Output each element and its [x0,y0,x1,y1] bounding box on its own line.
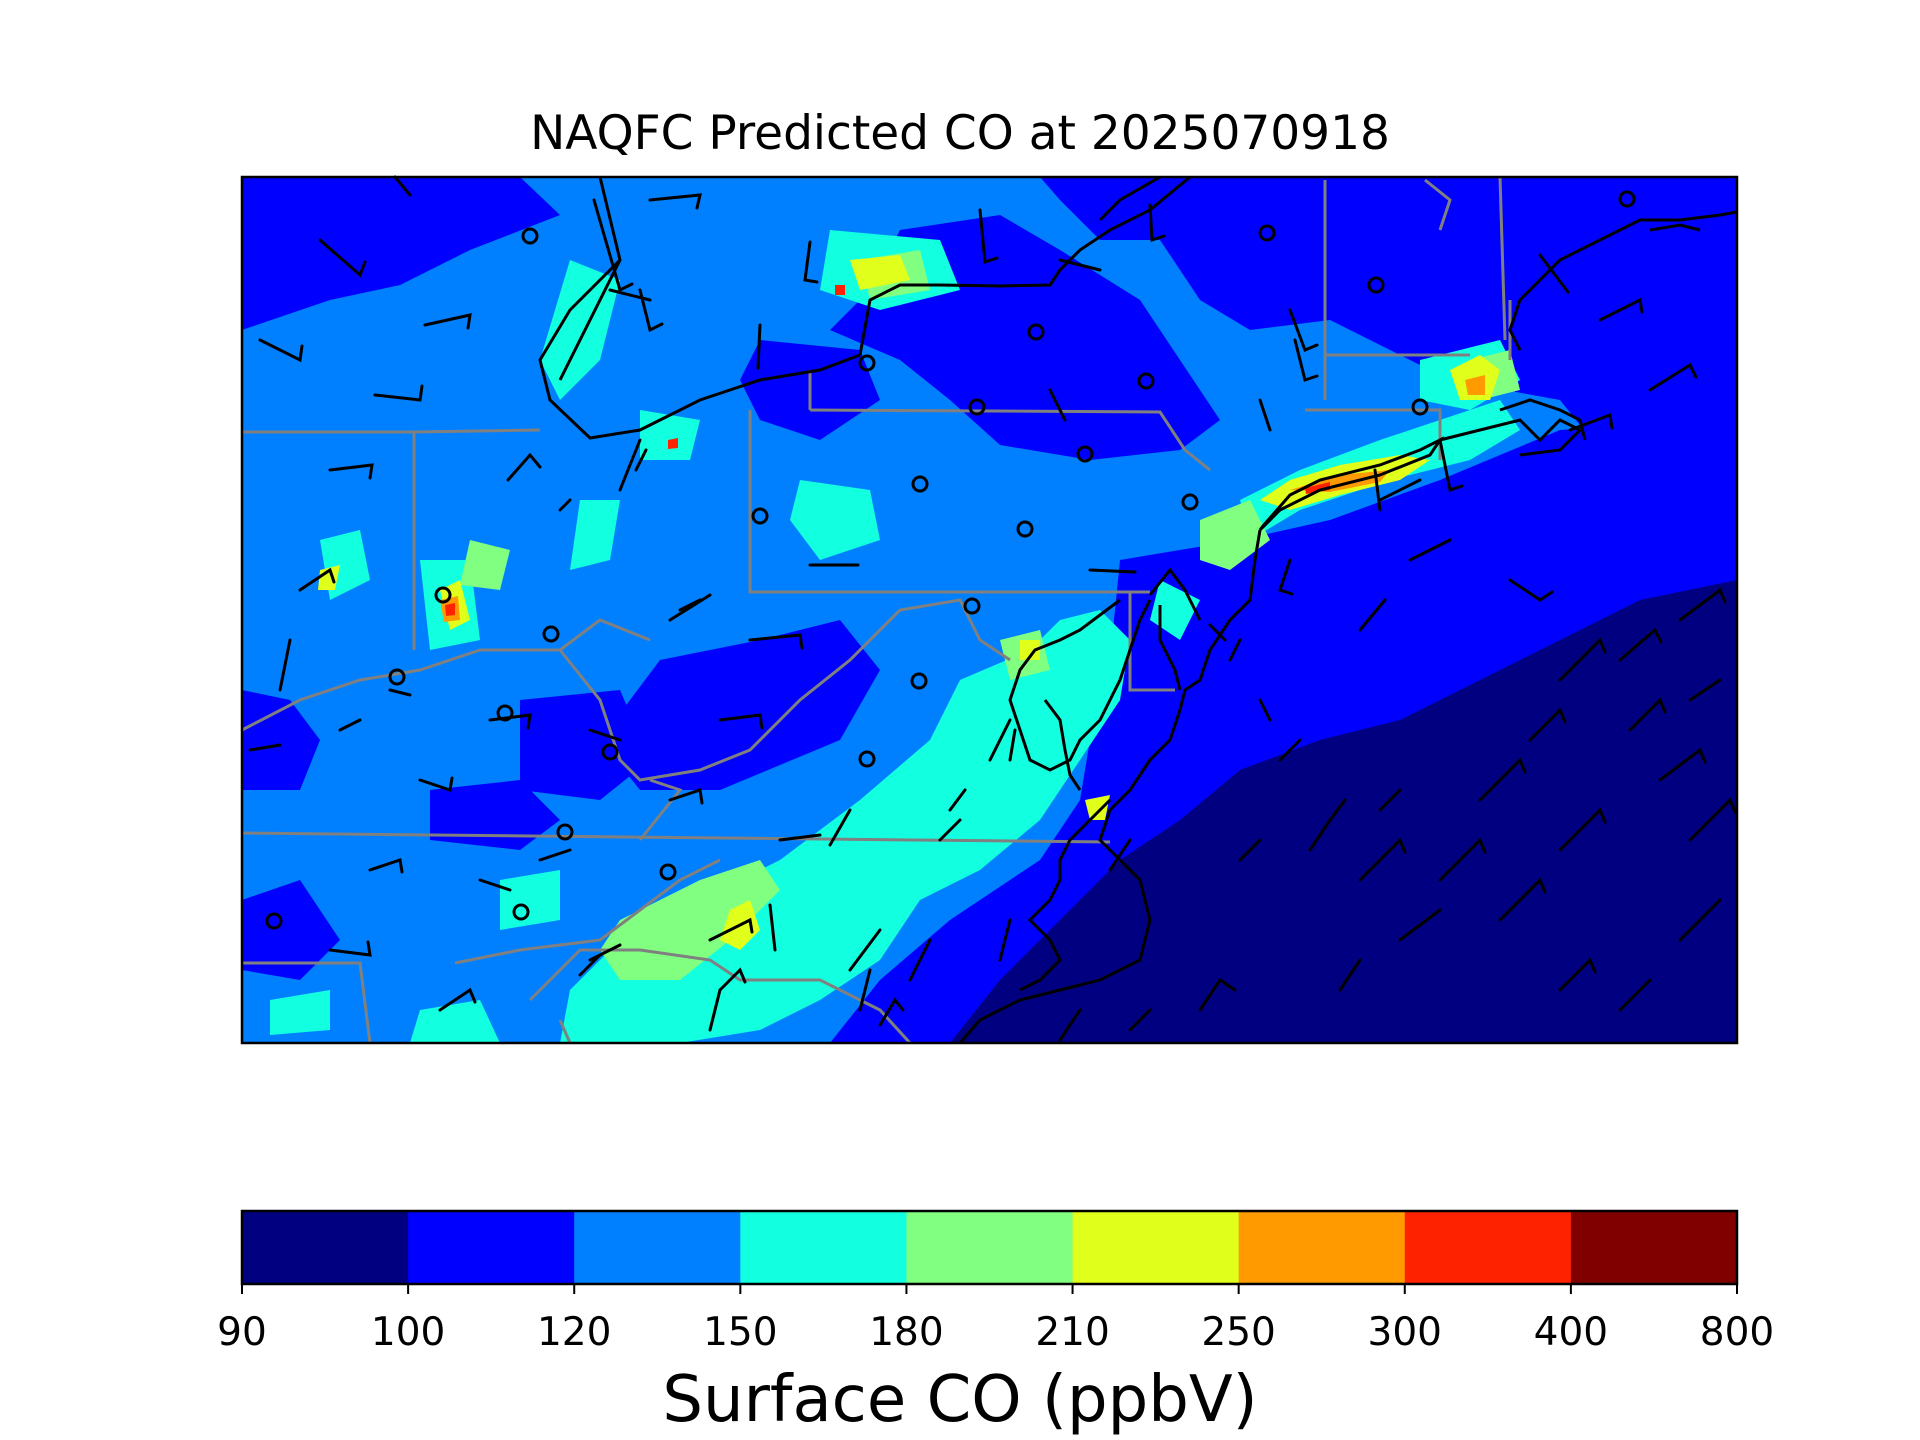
colorbar-segment [1404,1211,1572,1284]
calm-circles [265,190,1636,930]
colorbar-tick-label: 90 [217,1310,267,1355]
colorbar-tick-label: 180 [869,1310,944,1355]
chart-title: NAQFC Predicted CO at 2025070918 [530,106,1390,161]
colorbar-tick-label: 800 [1699,1310,1775,1355]
colorbar-tick-label: 210 [1035,1310,1110,1355]
co-level-300-400 [445,285,1330,616]
colorbar-segment [740,1211,907,1284]
colorbar-tick-label: 300 [1367,1310,1442,1355]
colorbar-tick-label: 250 [1201,1310,1276,1355]
colorbar-label: Surface CO (ppbV) [662,1363,1258,1437]
colorbar-segment [574,1211,741,1284]
map-frame [240,175,1739,1045]
colorbar-tick-label: 150 [703,1310,778,1355]
colorbar-tick-label: 120 [536,1310,612,1355]
colorbar-segment [906,1211,1074,1284]
colorbar-frame [240,1209,1739,1286]
colorbar [240,1209,1739,1294]
colorbar-segment [408,1211,575,1284]
colorbar-tick-label: 400 [1533,1310,1609,1355]
colorbar-segment [242,1211,409,1284]
colorbar-segment [1072,1211,1240,1284]
colorbar-segment [1570,1211,1738,1284]
wind-barbs [248,175,1737,1042]
co-field [242,177,1737,1043]
colorbar-segment [1238,1211,1406,1284]
colorbar-tick-label: 100 [370,1310,446,1355]
